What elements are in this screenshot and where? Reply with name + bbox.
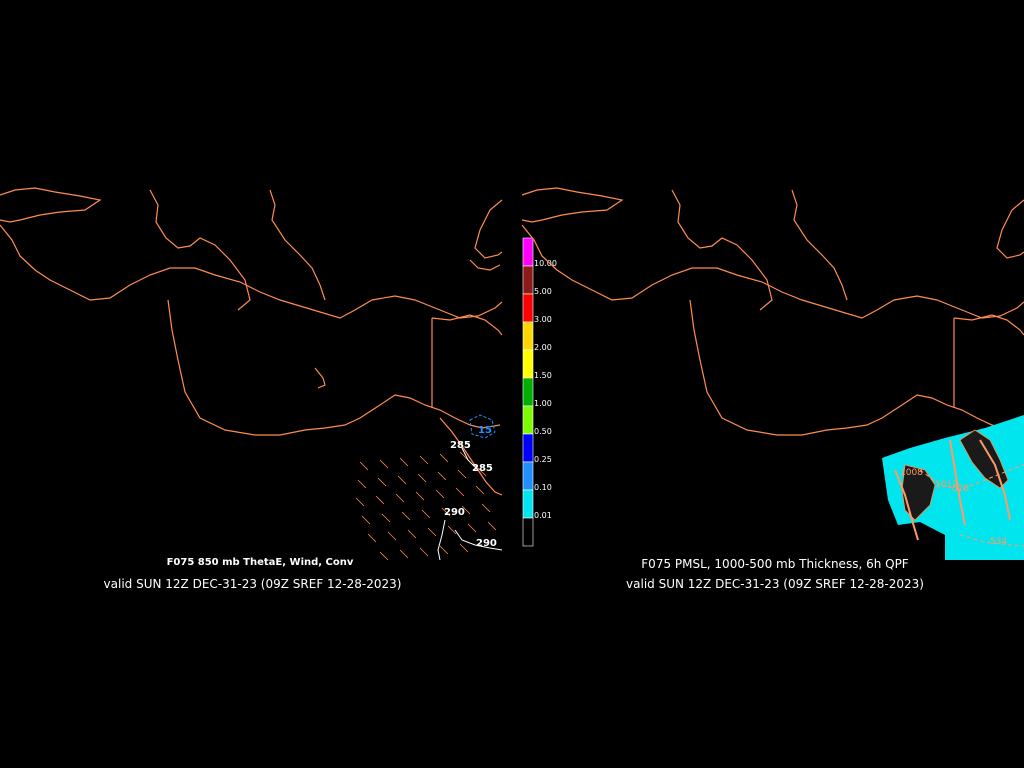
colorbar-swatch (522, 293, 534, 323)
right-contour-label: 528 (952, 484, 969, 494)
colorbar-label: 0.25 (534, 455, 552, 464)
left-contour-label: 285 (450, 440, 471, 451)
colorbar-swatch (522, 349, 534, 379)
colorbar-swatch (522, 489, 534, 519)
left-contour-label: 290 (476, 538, 497, 549)
colorbar-swatch (522, 461, 534, 491)
left-wind-barbs (355, 451, 497, 561)
colorbar-swatch (522, 237, 534, 267)
colorbar-label: 10.00 (534, 259, 557, 268)
left-conv-label: 15 (478, 425, 492, 436)
right-thickness-contours (919, 464, 1024, 547)
right-coastline (521, 187, 1024, 436)
colorbar-label: 2.00 (534, 343, 552, 352)
colorbar-swatch (522, 321, 534, 351)
colorbar-label: 1.00 (534, 399, 552, 408)
colorbar-label: 0.50 (534, 427, 552, 436)
left-conv-contour (469, 414, 496, 439)
colorbar-label: 5.00 (534, 287, 552, 296)
left-panel-title: F075 850 mb ThetaE, Wind, Conv (166, 557, 354, 568)
qpf-land-overlay (901, 464, 936, 521)
qpf-land-overlay (959, 429, 1009, 489)
colorbar-swatch (522, 433, 534, 463)
right-map: 1008 1012 528 534 (521, 187, 1024, 560)
colorbar: 10.00 5.00 3.00 2.00 1.50 1.00 0.50 0.25 0.10 0.0… (522, 237, 557, 547)
left-map: 285 285 290 290 15 (0, 187, 503, 561)
colorbar-label: 0.01 (534, 511, 552, 520)
right-panel-title: F075 PMSL, 1000-500 mb Thickness, 6h QPF (641, 557, 909, 571)
right-contour-label: 534 (990, 537, 1007, 547)
colorbar-swatch (522, 517, 534, 547)
colorbar-swatch (522, 405, 534, 435)
left-thetae-contours (437, 447, 503, 561)
colorbar-swatch (522, 265, 534, 295)
left-contour-label: 290 (444, 507, 465, 518)
right-contour-label: 1008 (900, 468, 923, 478)
right-contours (894, 439, 1011, 541)
colorbar-label: 1.50 (534, 371, 552, 380)
colorbar-swatch (522, 377, 534, 407)
colorbar-label: 0.10 (534, 483, 552, 492)
left-coastline (0, 187, 503, 496)
left-panel-valid-time: valid SUN 12Z DEC-31-23 (09Z SREF 12-28-… (103, 577, 402, 591)
colorbar-label: 3.00 (534, 315, 552, 324)
right-contour-label: 1012 (935, 480, 958, 490)
right-panel-valid-time: valid SUN 12Z DEC-31-23 (09Z SREF 12-28-… (626, 577, 924, 591)
left-contour-label: 285 (472, 463, 493, 474)
